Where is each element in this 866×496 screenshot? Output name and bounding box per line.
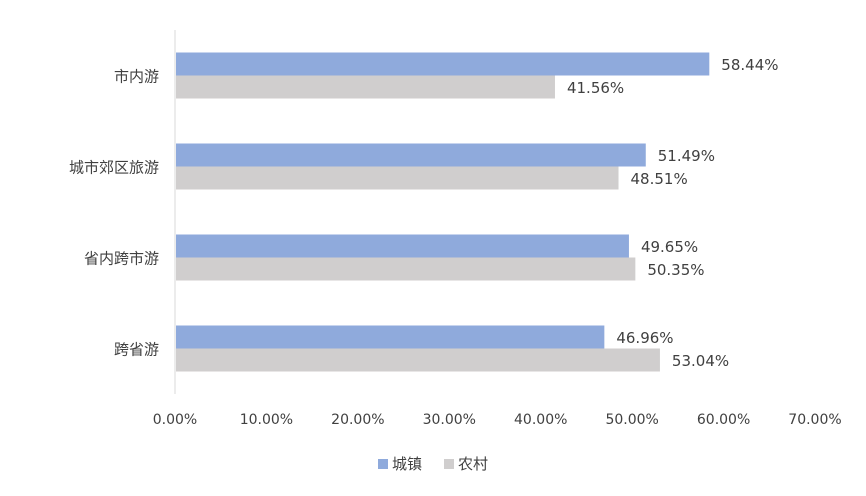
bar-urban: [176, 52, 710, 76]
data-label: 48.51%: [631, 170, 688, 188]
x-tick-label: 10.00%: [240, 412, 293, 428]
x-tick-label: 60.00%: [697, 412, 750, 428]
legend: 城镇 农村: [378, 455, 488, 473]
bar-urban: [176, 143, 646, 167]
data-label: 58.44%: [721, 56, 778, 74]
legend-swatch: [378, 459, 388, 469]
x-tick-label: 40.00%: [514, 412, 567, 428]
legend-label: 城镇: [392, 455, 422, 473]
x-tick-label: 70.00%: [788, 412, 841, 428]
bar-urban: [176, 325, 605, 349]
data-label: 50.35%: [647, 261, 704, 279]
category-label: 城市郊区旅游: [69, 159, 159, 177]
bar-urban: [176, 234, 629, 258]
bars-group: 58.44% 41.56% 51.49% 48.51% 49.65% 50.35% 46.9…: [176, 52, 779, 372]
bar-rural: [176, 166, 619, 190]
x-tick-label: 50.00%: [605, 412, 658, 428]
x-tick-label: 0.00%: [153, 412, 197, 428]
category-label: 省内跨市游: [84, 250, 159, 268]
legend-swatch: [444, 459, 454, 469]
category-label: 市内游: [114, 68, 159, 86]
data-label: 51.49%: [658, 147, 715, 165]
data-label: 46.96%: [616, 329, 673, 347]
bar-rural: [176, 348, 660, 372]
legend-label: 农村: [458, 455, 488, 473]
bar-rural: [176, 75, 555, 99]
x-tick-label: 20.00%: [331, 412, 384, 428]
data-label: 41.56%: [567, 79, 624, 97]
x-tick-label: 30.00%: [423, 412, 476, 428]
data-label: 49.65%: [641, 238, 698, 256]
category-label: 跨省游: [114, 341, 159, 359]
bar-rural: [176, 257, 636, 281]
x-tick-labels: 0.00% 10.00% 20.00% 30.00% 40.00% 50.00% 60.00…: [153, 412, 842, 428]
data-label: 53.04%: [672, 352, 729, 370]
